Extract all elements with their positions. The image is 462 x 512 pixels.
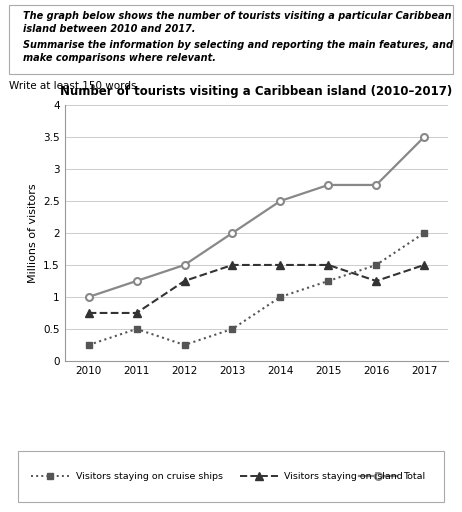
Text: Visitors staying on cruise ships: Visitors staying on cruise ships <box>76 472 223 481</box>
Y-axis label: Millions of visitors: Millions of visitors <box>28 183 37 283</box>
FancyBboxPatch shape <box>18 451 444 502</box>
Text: Summarise the information by selecting and reporting the main features, and
make: Summarise the information by selecting a… <box>23 40 453 63</box>
Text: Visitors staying on island: Visitors staying on island <box>284 472 403 481</box>
Text: Write at least 150 words.: Write at least 150 words. <box>9 81 140 91</box>
Text: Total: Total <box>403 472 425 481</box>
Text: The graph below shows the number of tourists visiting a particular Caribbean
isl: The graph below shows the number of tour… <box>23 11 451 34</box>
Title: Number of tourists visiting a Caribbean island (2010–2017): Number of tourists visiting a Caribbean … <box>60 85 453 98</box>
FancyBboxPatch shape <box>9 5 453 74</box>
